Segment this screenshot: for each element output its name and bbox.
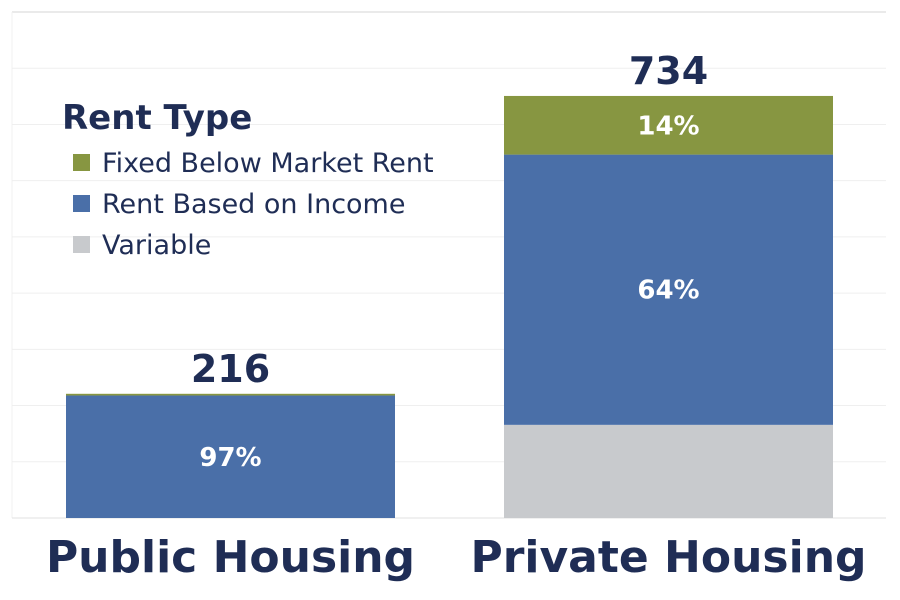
category-axis: Public Housing Private Housing [46,532,867,583]
segment-label: 14% [637,111,699,141]
bar-segment [504,424,833,518]
legend: Rent Type Fixed Below Market Rent Rent Ba… [62,98,434,261]
legend-swatch [73,154,90,171]
legend-item: Rent Based on Income [102,189,405,220]
legend-item: Variable [102,230,211,261]
bar-segment [504,95,833,155]
bar-segment [504,154,833,425]
segment-label: 64% [637,276,699,306]
segment-label: 97% [199,443,261,473]
bar-labels: 97% 216 64% 14% 734 [191,49,708,473]
legend-title: Rent Type [62,98,252,138]
total-label: 216 [191,347,270,391]
legend-swatch [73,195,90,212]
legend-swatch [73,236,90,253]
total-label: 734 [629,49,708,93]
bars [66,95,833,518]
category-label: Public Housing [46,532,415,583]
legend-item: Fixed Below Market Rent [102,148,434,179]
bar-segment [66,393,395,396]
category-label: Private Housing [470,532,866,583]
bar-segment [66,395,395,518]
